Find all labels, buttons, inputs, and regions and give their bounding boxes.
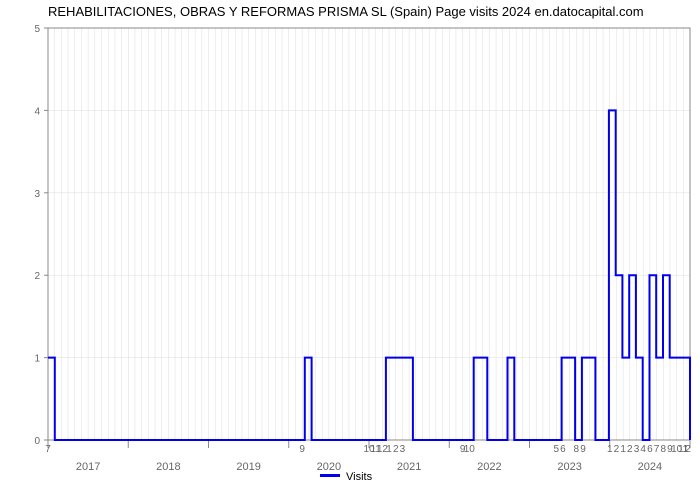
x-minor-label: 1 — [386, 444, 392, 455]
x-minor-label: 5 — [553, 444, 559, 455]
x-year-label: 2022 — [477, 461, 501, 473]
x-minor-label: 6 — [647, 444, 653, 455]
x-minor-label: 6 — [560, 444, 566, 455]
x-minor-label: 8 — [574, 444, 580, 455]
ytick-label: 4 — [34, 106, 40, 117]
legend-swatch — [320, 474, 340, 477]
x-minor-label: 2 — [614, 444, 620, 455]
x-minor-label: 9 — [299, 444, 305, 455]
x-minor-label: 2 — [685, 444, 691, 455]
x-minor-label: 10 — [464, 444, 476, 455]
chart-container: REHABILITACIONES, OBRAS Y REFORMAS PRISM… — [0, 0, 700, 500]
x-year-label: 2024 — [638, 461, 662, 473]
x-minor-label: 2 — [393, 444, 399, 455]
x-minor-label: 7 — [654, 444, 660, 455]
x-year-label: 2020 — [317, 461, 341, 473]
ytick-label: 3 — [34, 189, 40, 200]
x-minor-label: 3 — [634, 444, 640, 455]
x-minor-label: 8 — [660, 444, 666, 455]
line-chart: REHABILITACIONES, OBRAS Y REFORMAS PRISM… — [0, 0, 700, 500]
ytick-label: 5 — [34, 24, 40, 35]
x-minor-label: 1 — [620, 444, 626, 455]
x-minor-label: 2 — [627, 444, 633, 455]
x-minor-label: 1 — [607, 444, 613, 455]
x-minor-label: 4 — [640, 444, 646, 455]
x-year-label: 2023 — [557, 461, 581, 473]
x-year-label: 2021 — [397, 461, 421, 473]
x-minor-label: 3 — [400, 444, 406, 455]
chart-title: REHABILITACIONES, OBRAS Y REFORMAS PRISM… — [48, 4, 644, 19]
ytick-label: 2 — [34, 271, 40, 282]
x-year-label: 2018 — [156, 461, 180, 473]
ytick-label: 0 — [34, 436, 40, 447]
x-year-label: 2019 — [236, 461, 260, 473]
x-minor-label: 7 — [45, 444, 51, 455]
ytick-label: 1 — [34, 354, 40, 365]
legend-label: Visits — [346, 471, 373, 483]
x-minor-label: 9 — [580, 444, 586, 455]
x-year-label: 2017 — [76, 461, 100, 473]
